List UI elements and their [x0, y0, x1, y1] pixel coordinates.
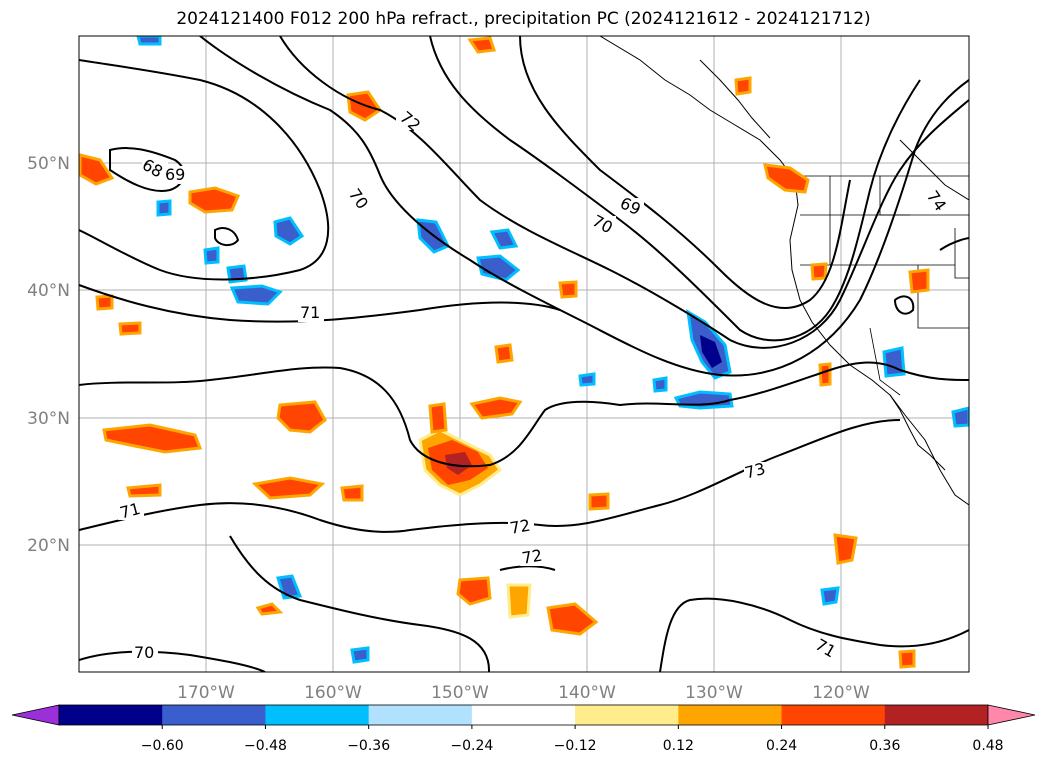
contour-label-bg	[924, 192, 950, 210]
contour-label: 73	[743, 459, 768, 483]
chart-title: 2024121400 F012 200 hPa refract., precip…	[176, 9, 871, 29]
contour-label-bg	[520, 548, 546, 566]
lon-label-140w: 140°W	[558, 683, 616, 703]
contour-label: 71	[300, 303, 320, 322]
latitude-labels: 50°N 40°N 30°N 20°N	[27, 154, 70, 556]
refractivity-contours	[79, 36, 969, 672]
lon-label-130w: 130°W	[685, 683, 743, 703]
map-frame	[78, 35, 970, 673]
contour-label-bg	[132, 644, 158, 662]
colorbar-tick-label: −0.36	[347, 738, 390, 754]
contour-label: 69	[165, 165, 185, 184]
colorbar-segment	[265, 705, 370, 725]
lon-label-120w: 120°W	[812, 683, 870, 703]
precip-positive-cells	[79, 36, 930, 669]
colorbar-tick-label: 0.36	[869, 738, 900, 754]
colorbar-tick-label: −0.12	[554, 738, 597, 754]
longitude-labels: 170°W 160°W 150°W 140°W 130°W 120°W	[177, 683, 870, 703]
colorbar-tick-label: −0.48	[244, 738, 287, 754]
lat-label-50n: 50°N	[27, 154, 70, 174]
contour-label-bg	[298, 304, 324, 322]
contour-label: 72	[520, 546, 543, 568]
contour-label-bg	[618, 198, 644, 216]
political-borders	[795, 175, 969, 396]
colorbar-tick-label: 0.24	[766, 738, 797, 754]
contour-label-bg	[118, 502, 144, 520]
contour-label: 70	[134, 643, 154, 662]
lon-label-170w: 170°W	[177, 683, 235, 703]
colorbar-segment	[884, 705, 989, 725]
lon-label-160w: 160°W	[304, 683, 362, 703]
colorbar-segment	[781, 705, 886, 725]
colorbar-extend-right	[987, 704, 1036, 726]
colorbar-segment	[575, 705, 679, 725]
colorbar-segment	[471, 705, 576, 725]
colorbar-tick-label: −0.60	[141, 738, 184, 754]
colorbar-tick-label: 0.12	[663, 738, 694, 754]
lat-label-20n: 20°N	[27, 536, 70, 556]
colorbar-segment	[59, 705, 163, 725]
colorbar-tick-label: 0.48	[972, 738, 1003, 754]
contour-label-bg	[508, 518, 534, 536]
contour-label: 71	[118, 499, 143, 523]
contour-label-bg	[814, 640, 840, 658]
colorbar-segment	[368, 705, 473, 725]
colorbar-extend-left	[11, 704, 60, 726]
contour-label-bg	[346, 190, 372, 208]
map-background	[79, 36, 969, 672]
colorbar-tick-label: −0.24	[450, 738, 493, 754]
lat-label-40n: 40°N	[27, 281, 70, 301]
lat-label-30n: 30°N	[27, 409, 70, 429]
contour-label-bg	[166, 166, 192, 184]
contour-label-bg	[396, 112, 422, 130]
lon-label-150w: 150°W	[431, 683, 489, 703]
contour-label: 72	[508, 516, 531, 538]
contour-label-bg	[142, 160, 168, 178]
colorbar-segment	[678, 705, 783, 725]
contour-label-bg	[590, 216, 616, 234]
colorbar-segment	[162, 705, 266, 725]
contour-label-bg	[744, 462, 770, 480]
colorbar: −0.60 −0.48 −0.36 −0.24 −0.12 0.12 0.24 0.36 0.4…	[11, 704, 1036, 754]
